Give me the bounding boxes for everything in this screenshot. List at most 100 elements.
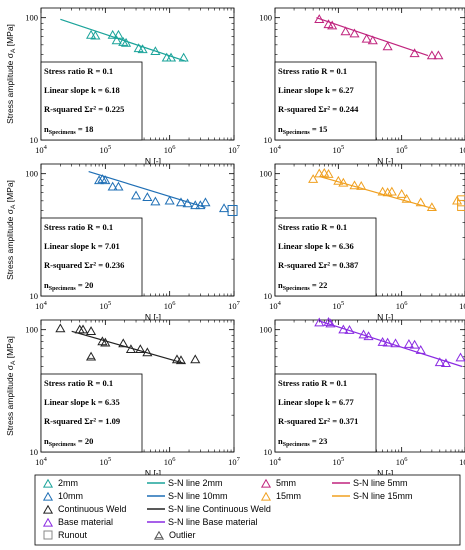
stat-r-squared: R-squared Σr² = 0.244 bbox=[278, 104, 359, 114]
data-point bbox=[182, 198, 193, 208]
panel-2: 104 105 106 107 10 100 N [-] Stress ratio R = 0… bbox=[259, 7, 465, 166]
legend-label: S-N line 5mm bbox=[353, 478, 408, 488]
x-tick-label: 107 bbox=[228, 144, 241, 155]
stat-linear-slope: Linear slope k = 6.35 bbox=[44, 397, 120, 407]
data-point bbox=[111, 35, 122, 45]
x-tick-label: 106 bbox=[396, 456, 409, 467]
data-point bbox=[142, 192, 153, 202]
y-tick-label: 100 bbox=[25, 13, 38, 23]
stats-box bbox=[40, 373, 143, 453]
sn-fit-line bbox=[71, 330, 185, 364]
data-point bbox=[85, 326, 97, 335]
y-axis-label: Stress amplitude σA [MPa] bbox=[5, 24, 17, 124]
data-point bbox=[113, 29, 124, 39]
stat-linear-slope: Linear slope k = 7.01 bbox=[44, 241, 120, 251]
x-tick-label: 104 bbox=[269, 300, 282, 311]
x-tick-label: 107 bbox=[228, 456, 241, 467]
x-tick-label: 105 bbox=[332, 300, 344, 311]
legend-label: S-N line 2mm bbox=[168, 478, 223, 488]
x-tick-label: 106 bbox=[164, 300, 177, 311]
stat-n-specimens: nSpecimens = 22 bbox=[278, 280, 327, 292]
stat-stress-ratio: Stress ratio R = 0.1 bbox=[278, 66, 347, 76]
data-point bbox=[403, 339, 414, 348]
sn-fit-line bbox=[60, 18, 187, 62]
data-point bbox=[377, 186, 388, 196]
legend-marker bbox=[42, 478, 54, 488]
data-point bbox=[121, 37, 132, 47]
y-tick-label: 10 bbox=[264, 291, 273, 301]
y-tick-label: 10 bbox=[264, 135, 273, 145]
data-point bbox=[327, 20, 338, 30]
x-tick-label: 106 bbox=[396, 144, 409, 155]
data-point bbox=[323, 169, 334, 178]
stats-box bbox=[274, 217, 377, 297]
stat-n-specimens: nSpecimens = 15 bbox=[278, 124, 327, 136]
y-tick-label: 100 bbox=[25, 169, 38, 179]
stat-r-squared: R-squared Σr² = 0.371 bbox=[278, 416, 358, 426]
data-point bbox=[363, 331, 374, 341]
stats-box bbox=[274, 373, 377, 453]
legend-outlier-marker bbox=[153, 530, 165, 540]
x-tick-label: 106 bbox=[164, 144, 177, 155]
y-tick-label: 100 bbox=[259, 13, 272, 23]
data-point bbox=[190, 200, 201, 210]
data-point bbox=[358, 329, 369, 339]
x-tick-label: 104 bbox=[35, 456, 48, 467]
legend-marker bbox=[260, 491, 272, 501]
legend-label: 10mm bbox=[58, 491, 83, 501]
data-point bbox=[409, 339, 420, 349]
stat-r-squared: R-squared Σr² = 0.225 bbox=[44, 104, 124, 114]
x-tick-label: 105 bbox=[332, 144, 344, 155]
data-point bbox=[415, 197, 426, 207]
data-point bbox=[434, 357, 445, 367]
x-axis-label: N [-] bbox=[145, 468, 161, 478]
legend-marker bbox=[260, 478, 272, 488]
x-tick-label: 105 bbox=[99, 300, 111, 311]
x-tick-label: 105 bbox=[99, 456, 111, 467]
data-point bbox=[100, 337, 111, 347]
x-tick-label: 107 bbox=[228, 300, 241, 311]
panel-4: 104 105 106 107 10 100 N [-] Stress ratio R = 0… bbox=[259, 163, 465, 322]
data-point bbox=[356, 180, 367, 190]
data-point bbox=[165, 52, 177, 62]
x-tick-label: 104 bbox=[35, 144, 48, 155]
y-tick-label: 100 bbox=[259, 325, 272, 335]
legend-marker bbox=[42, 491, 54, 501]
stat-stress-ratio: Stress ratio R = 0.1 bbox=[44, 222, 113, 232]
data-point bbox=[308, 174, 319, 183]
stat-stress-ratio: Stress ratio R = 0.1 bbox=[278, 378, 347, 388]
runout-point bbox=[457, 199, 465, 211]
stat-stress-ratio: Stress ratio R = 0.1 bbox=[44, 66, 113, 76]
x-tick-label: 105 bbox=[332, 456, 344, 467]
data-point bbox=[426, 50, 437, 60]
data-point bbox=[218, 203, 230, 213]
x-tick-label: 106 bbox=[396, 300, 409, 311]
data-point bbox=[433, 50, 444, 60]
x-tick-label: 104 bbox=[35, 300, 48, 311]
data-point bbox=[107, 29, 118, 39]
legend-marker bbox=[42, 504, 54, 514]
stat-stress-ratio: Stress ratio R = 0.1 bbox=[278, 222, 347, 232]
y-tick-label: 10 bbox=[30, 135, 39, 145]
x-axis-label: N [-] bbox=[377, 312, 393, 322]
y-tick-label: 10 bbox=[30, 447, 39, 457]
x-axis-label: N [-] bbox=[145, 156, 161, 166]
data-point bbox=[338, 177, 349, 187]
data-point bbox=[314, 317, 325, 327]
panel-5: 104 105 106 107 10 100 N [-] Stress amplitude σ… bbox=[5, 319, 241, 478]
data-point bbox=[100, 175, 111, 185]
data-point bbox=[77, 324, 89, 334]
legend-marker bbox=[42, 517, 54, 527]
data-point bbox=[130, 190, 142, 200]
data-point bbox=[401, 193, 412, 203]
data-point bbox=[107, 181, 118, 191]
data-point bbox=[349, 180, 360, 190]
sn-fit-line bbox=[319, 175, 437, 211]
data-point bbox=[338, 324, 349, 334]
legend-runout-square bbox=[43, 530, 53, 540]
stat-n-specimens: nSpecimens = 20 bbox=[44, 280, 93, 292]
data-point bbox=[409, 48, 420, 58]
data-point bbox=[142, 347, 153, 357]
outlier-point bbox=[85, 351, 97, 361]
x-tick-label: 104 bbox=[269, 144, 282, 155]
